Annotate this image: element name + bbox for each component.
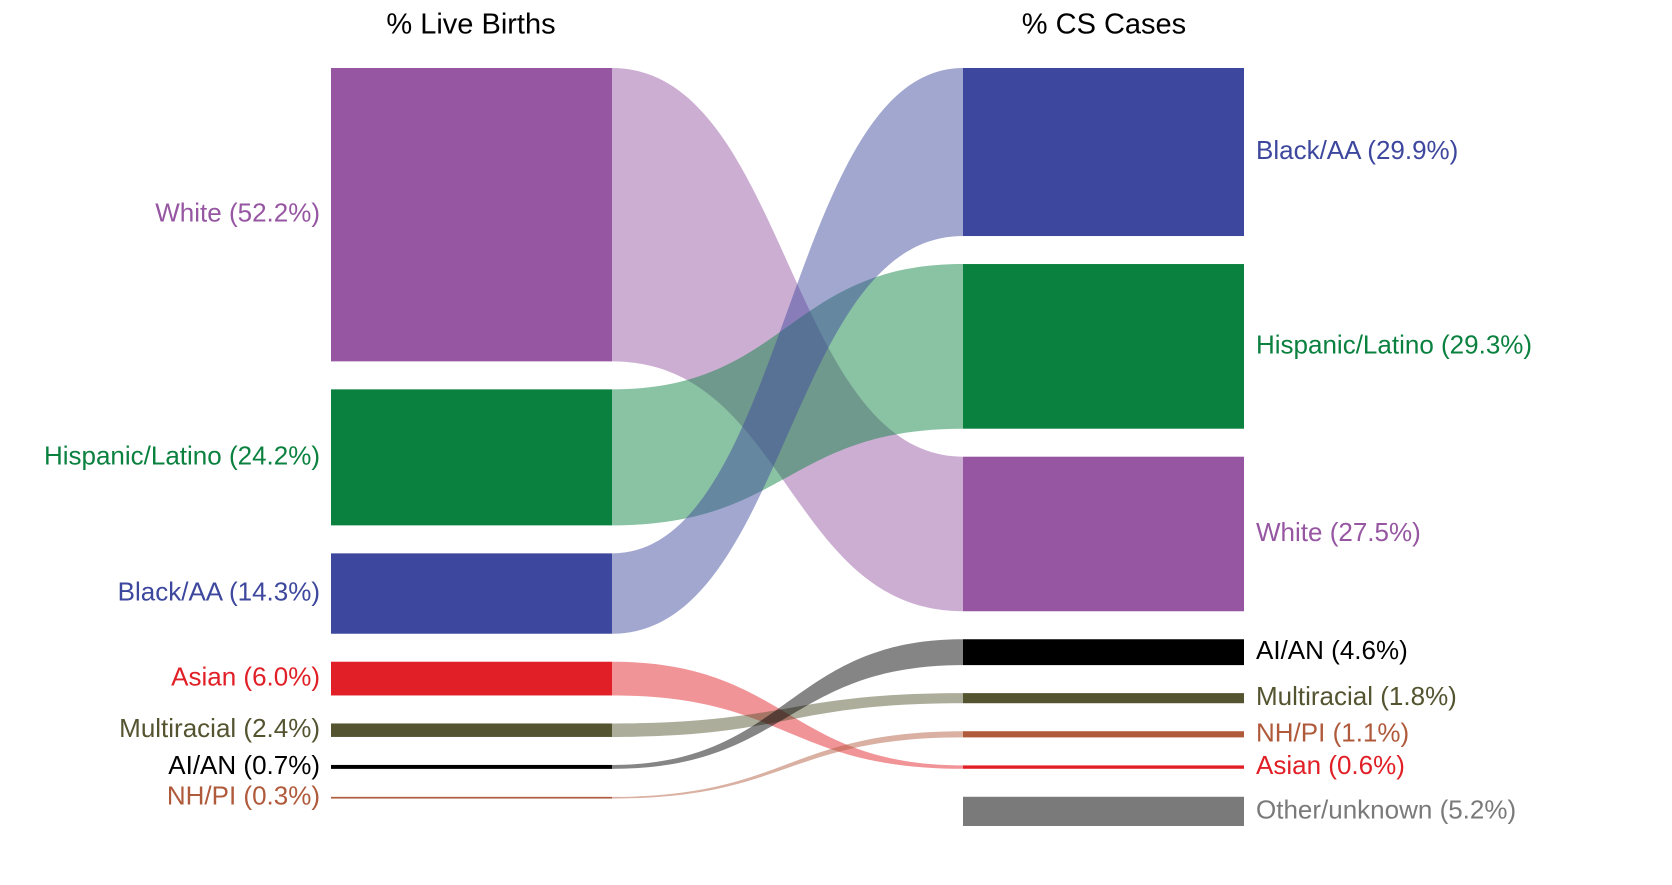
node-name: AI/AN xyxy=(168,750,236,780)
link xyxy=(612,731,963,799)
node-bar xyxy=(331,661,612,696)
node-label: Hispanic/Latino (24.2%) xyxy=(44,440,320,470)
node-label: Black/AA (29.9%) xyxy=(1256,135,1458,165)
node-name: Hispanic/Latino xyxy=(1256,329,1434,359)
node-bar xyxy=(331,723,612,737)
node-value-label: (29.9%) xyxy=(1367,135,1458,165)
node-bar xyxy=(331,553,612,634)
node-bar xyxy=(963,264,1244,429)
node-name: AI/AN xyxy=(1256,635,1324,665)
node-name: Asian xyxy=(1256,750,1321,780)
node-value-label: (0.6%) xyxy=(1328,750,1405,780)
node-value-label: (27.5%) xyxy=(1330,517,1421,547)
node-label: Multiracial (2.4%) xyxy=(119,713,320,743)
node-bar xyxy=(963,765,1244,769)
node-value-label: (2.4%) xyxy=(243,713,320,743)
left-title: % Live Births xyxy=(386,9,555,41)
node-name: NH/PI xyxy=(167,781,236,811)
node-value-label: (0.3%) xyxy=(243,781,320,811)
node-bar xyxy=(331,68,612,362)
node-name: White xyxy=(1256,517,1322,547)
node-bar xyxy=(963,796,1244,826)
node-label: AI/AN (4.6%) xyxy=(1256,635,1408,665)
link xyxy=(612,264,963,526)
node-label: Multiracial (1.8%) xyxy=(1256,681,1457,711)
node-name: Asian xyxy=(171,661,236,691)
link xyxy=(612,693,963,737)
node-value-label: (29.3%) xyxy=(1441,329,1532,359)
node-name: Black/AA xyxy=(118,576,224,606)
link xyxy=(612,68,963,612)
node-name: White xyxy=(155,198,221,228)
node-value-label: (1.8%) xyxy=(1380,681,1457,711)
node-label: Black/AA (14.3%) xyxy=(118,576,320,606)
right-title: % CS Cases xyxy=(1022,9,1186,41)
node-value-label: (6.0%) xyxy=(243,661,320,691)
node-label: Other/unknown (5.2%) xyxy=(1256,794,1516,824)
node-label: NH/PI (0.3%) xyxy=(167,781,320,811)
node-bar xyxy=(963,68,1244,237)
node-label: Asian (0.6%) xyxy=(1256,750,1405,780)
node-bar xyxy=(963,693,1244,704)
node-bar xyxy=(331,389,612,526)
node-name: NH/PI xyxy=(1256,717,1325,747)
node-value-label: (1.1%) xyxy=(1333,717,1410,747)
node-label: NH/PI (1.1%) xyxy=(1256,717,1409,747)
node-value-label: (0.7%) xyxy=(243,750,320,780)
node-bar xyxy=(963,731,1244,738)
link xyxy=(612,661,963,769)
node-bar xyxy=(963,456,1244,612)
node-name: Hispanic/Latino xyxy=(44,440,222,470)
node-value-label: (5.2%) xyxy=(1440,794,1517,824)
link xyxy=(612,68,963,634)
node-name: Multiracial xyxy=(1256,681,1373,711)
node-value-label: (4.6%) xyxy=(1331,635,1408,665)
node-label: White (27.5%) xyxy=(1256,517,1421,547)
node-name: Multiracial xyxy=(119,713,236,743)
links xyxy=(612,68,963,799)
node-bar xyxy=(331,764,612,769)
node-label: AI/AN (0.7%) xyxy=(168,750,320,780)
node-value-label: (52.2%) xyxy=(229,198,320,228)
node-bar xyxy=(963,639,1244,666)
node-label: Asian (6.0%) xyxy=(171,661,320,691)
node-value-label: (24.2%) xyxy=(229,440,320,470)
node-label: White (52.2%) xyxy=(155,198,320,228)
node-name: Other/unknown xyxy=(1256,794,1432,824)
node-name: Black/AA xyxy=(1256,135,1362,165)
node-bar xyxy=(331,796,612,799)
node-value-label: (14.3%) xyxy=(229,576,320,606)
link xyxy=(612,639,963,769)
node-label: Hispanic/Latino (29.3%) xyxy=(1256,329,1532,359)
